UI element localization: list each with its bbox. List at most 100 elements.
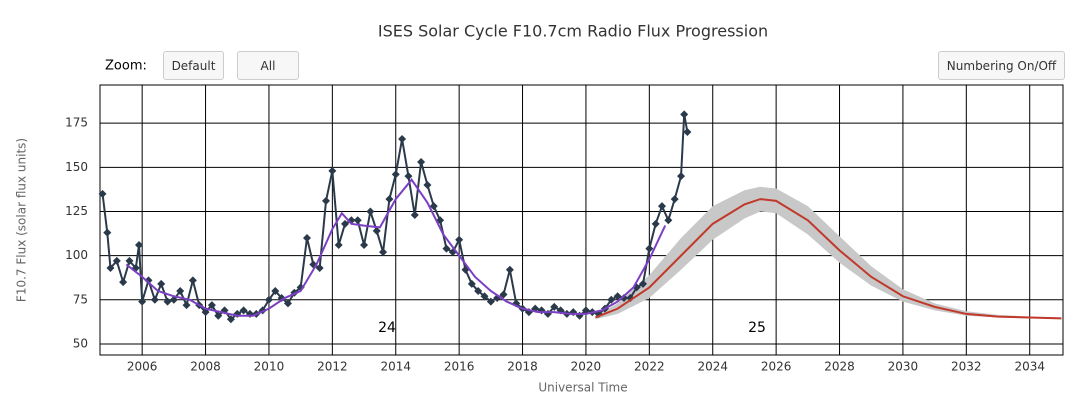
data-point [176, 286, 185, 295]
data-point [550, 302, 559, 311]
y-tick-label: 175 [65, 116, 88, 130]
x-tick-label: 2018 [507, 360, 538, 374]
data-point [524, 308, 533, 317]
data-point [119, 278, 128, 287]
data-point [239, 306, 248, 315]
numbering-toggle-button[interactable]: Numbering On/Off [938, 51, 1065, 80]
data-point [543, 309, 552, 318]
data-point [569, 308, 578, 317]
data-point [486, 297, 495, 306]
x-tick-label: 2020 [571, 360, 602, 374]
x-tick-label: 2022 [634, 360, 665, 374]
data-point [322, 196, 331, 205]
data-point [341, 219, 350, 228]
data-point [436, 216, 445, 225]
data-point [499, 290, 508, 299]
data-point [429, 202, 438, 211]
data-point [575, 311, 584, 320]
data-point [613, 292, 622, 301]
data-point [134, 241, 143, 250]
data-point [150, 295, 159, 304]
data-point [112, 256, 121, 265]
data-point [125, 256, 134, 265]
data-point [372, 226, 381, 235]
data-point [670, 195, 679, 204]
data-point [562, 309, 571, 318]
x-tick-label: 2032 [951, 360, 982, 374]
zoom-default-button[interactable]: Default [163, 51, 224, 80]
data-point [531, 304, 540, 313]
data-point [226, 315, 235, 324]
data-point [138, 297, 147, 306]
x-tick-label: 2012 [317, 360, 348, 374]
data-point [315, 264, 324, 273]
data-point [638, 279, 647, 288]
y-axis-title: F10.7 Flux (solar flux units) [15, 138, 29, 302]
data-point [360, 241, 369, 250]
data-point [245, 309, 254, 318]
data-point [157, 279, 166, 288]
data-point [98, 189, 107, 198]
data-point [461, 265, 470, 274]
data-point [106, 264, 115, 273]
data-point [600, 304, 609, 313]
data-point [131, 264, 140, 273]
data-point [619, 294, 628, 303]
data-point [505, 265, 514, 274]
prediction-band [595, 186, 1062, 320]
data-point [195, 301, 204, 310]
x-tick-label: 2034 [1014, 360, 1045, 374]
data-point [353, 216, 362, 225]
data-point [144, 276, 153, 285]
x-tick-label: 2028 [824, 360, 855, 374]
data-point [518, 304, 527, 313]
data-point [188, 276, 197, 285]
data-point [264, 295, 273, 304]
cycle-label: 24 [378, 320, 396, 336]
data-point [410, 211, 419, 220]
data-point [537, 306, 546, 315]
data-point [645, 244, 654, 253]
data-point [474, 286, 483, 295]
data-point [493, 294, 502, 303]
data-point [455, 235, 464, 244]
series-line [101, 114, 689, 321]
data-point [404, 172, 413, 181]
x-tick-label: 2010 [254, 360, 285, 374]
x-tick-label: 2006 [127, 360, 158, 374]
zoom-all-button[interactable]: All [237, 51, 299, 80]
y-tick-label: 50 [73, 336, 88, 350]
data-point [201, 308, 210, 317]
data-point [252, 309, 261, 318]
data-point [182, 301, 191, 310]
data-point [328, 166, 337, 175]
data-point [626, 294, 635, 303]
data-point [651, 219, 660, 228]
data-point [607, 295, 616, 304]
x-tick-label: 2026 [761, 360, 792, 374]
data-point [467, 279, 476, 288]
data-point [683, 127, 692, 136]
y-tick-label: 100 [65, 248, 88, 262]
data-point [680, 110, 689, 119]
series-line [595, 198, 1062, 320]
data-point [302, 233, 311, 242]
data-point [214, 311, 223, 320]
y-tick-label: 75 [73, 292, 88, 306]
data-point [379, 248, 388, 257]
data-point [442, 244, 451, 253]
data-point [290, 288, 299, 297]
data-point [163, 297, 172, 306]
data-point [233, 309, 242, 318]
data-point [296, 283, 305, 292]
data-point [581, 306, 590, 315]
data-point [588, 308, 597, 317]
x-tick-label: 2030 [888, 360, 919, 374]
data-point [391, 170, 400, 179]
data-point [366, 207, 375, 216]
zoom-label: Zoom: [105, 59, 147, 74]
x-tick-label: 2008 [190, 360, 221, 374]
data-point [664, 216, 673, 225]
x-tick-label: 2016 [444, 360, 475, 374]
data-point [309, 260, 318, 269]
